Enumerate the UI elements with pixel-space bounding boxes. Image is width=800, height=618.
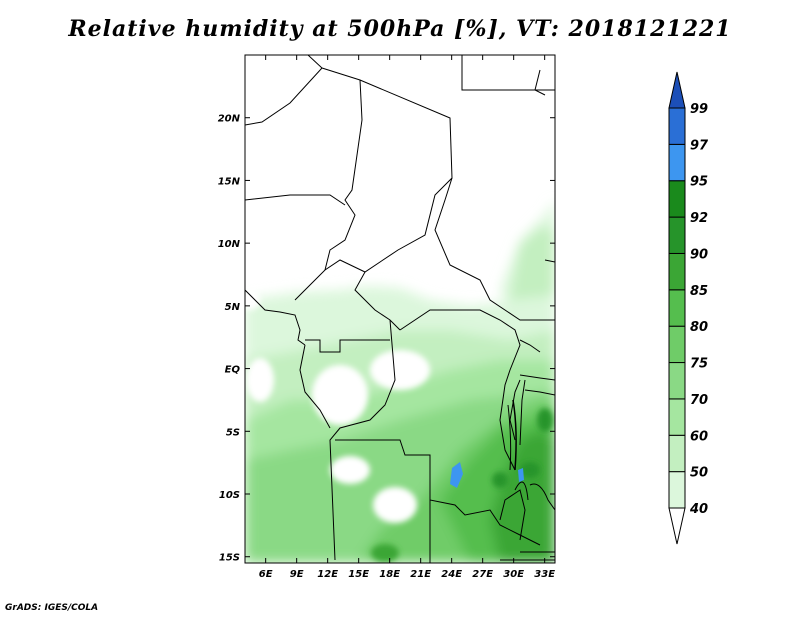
x-tick-label: 27E [472,569,493,580]
colorbar-label: 80 [690,320,708,335]
x-axis: 6E 9E 12E 15E 18E 21E 24E 27E 30E 33E [259,55,555,580]
y-tick-label: 5S [226,427,240,438]
x-tick-label: 21E [410,569,431,580]
high-humidity-patch [450,462,463,488]
y-tick-label: 10S [219,490,240,501]
colorbar-label: 60 [690,429,708,444]
colorbar-segment [668,434,686,473]
x-tick-label: 9E [290,569,304,580]
x-tick-label: 18E [379,569,400,580]
map-frame [244,54,556,564]
y-tick-label: 5N [225,302,241,313]
colorbar-segment [668,289,686,327]
y-axis: 20N 15N 10N 5N EQ 5S 10S 15S [218,114,555,564]
colorbar-label: 92 [690,211,708,226]
colorbar-lower-arrow [668,507,686,545]
high-humidity-patch [518,468,524,482]
colorbar-segment [668,216,686,254]
colorbar-segment [668,398,686,436]
colorbar-label: 90 [690,247,708,262]
colorbar-segment [668,362,686,400]
x-tick-label: 24E [441,569,462,580]
colorbar: 40 50 60 70 75 80 85 90 92 95 97 99 [668,71,709,545]
colorbar-label: 70 [690,393,708,408]
colorbar-label: 99 [690,102,708,117]
colorbar-segment [668,107,686,145]
x-tick-label: 30E [503,569,524,580]
colorbar-segment [668,325,686,364]
grads-credit: GrADS: IGES/COLA [5,603,99,613]
colorbar-segment [668,143,686,182]
colorbar-label: 50 [690,466,708,481]
colorbar-label: 97 [690,138,709,153]
colorbar-label: 75 [690,357,708,372]
colorbar-label: 85 [690,284,708,299]
x-tick-label: 33E [534,569,555,580]
x-tick-label: 15E [348,569,369,580]
colorbar-segment [668,252,686,291]
colorbar-label: 40 [689,502,708,517]
x-tick-label: 12E [317,569,338,580]
country-borders [245,55,555,563]
x-tick-label: 6E [259,569,273,580]
y-tick-label: 10N [218,239,241,250]
y-tick-label: 15N [218,176,241,187]
colorbar-label: 95 [690,175,708,190]
y-tick-label: 20N [218,114,241,125]
colorbar-segment [668,471,686,509]
colorbar-upper-arrow [668,71,686,109]
chart-title: Relative humidity at 500hPa [%], VT: 201… [68,16,732,42]
y-tick-label: EQ [225,365,241,376]
y-tick-label: 15S [219,553,240,564]
colorbar-segment [668,180,686,218]
